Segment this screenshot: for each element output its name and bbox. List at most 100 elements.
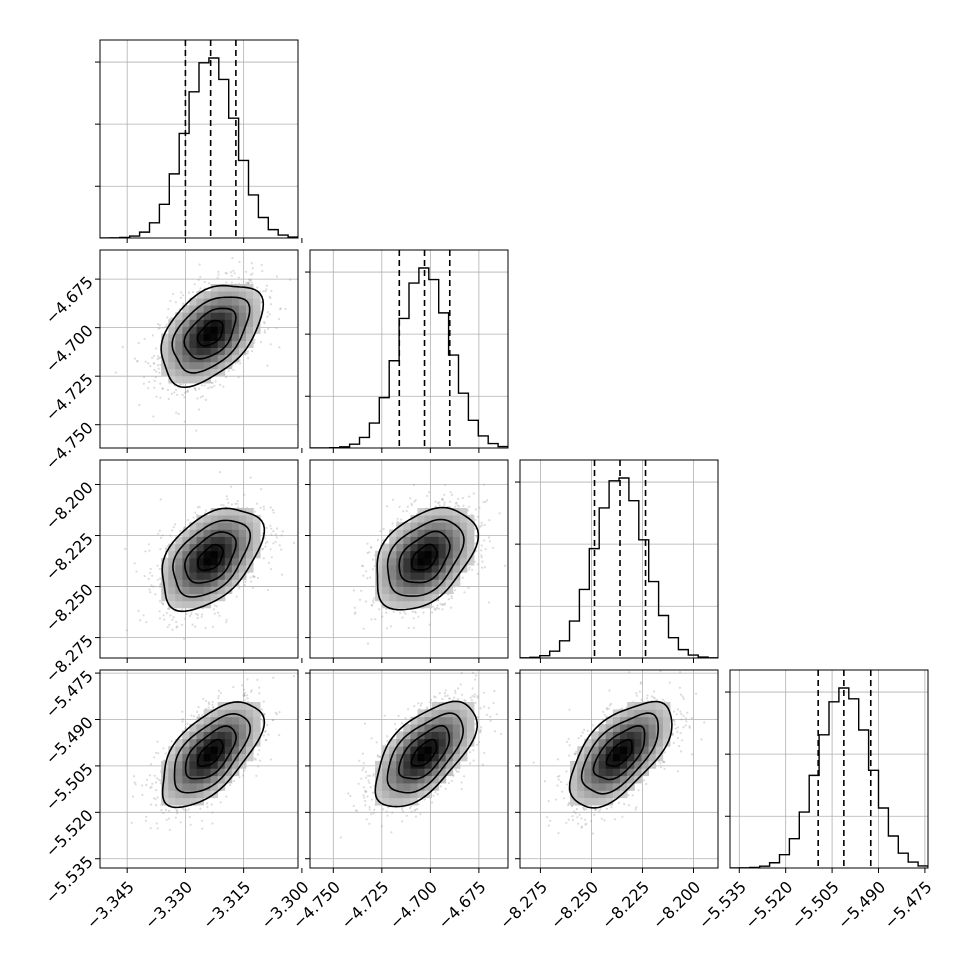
density-cell xyxy=(445,565,454,573)
density-cell xyxy=(424,572,432,580)
sample-point xyxy=(148,549,151,552)
density-cell xyxy=(182,593,190,602)
sample-point xyxy=(204,626,207,630)
sample-point xyxy=(149,567,152,571)
density-cell xyxy=(161,593,169,602)
density-cell xyxy=(410,529,418,537)
density-cell xyxy=(196,319,204,327)
sample-point xyxy=(175,411,178,414)
sample-point xyxy=(447,598,450,601)
density-cell xyxy=(424,536,432,544)
sample-point xyxy=(159,585,162,588)
sample-point xyxy=(370,546,373,549)
sample-point xyxy=(366,642,370,645)
sample-point xyxy=(147,387,150,390)
sample-point xyxy=(370,604,373,607)
sample-point xyxy=(157,357,161,360)
sample-point xyxy=(167,397,170,401)
density-cell xyxy=(182,536,190,544)
sample-point xyxy=(163,618,166,621)
sample-point xyxy=(246,350,249,353)
density-cell xyxy=(238,522,247,530)
sample-point xyxy=(156,323,160,326)
sample-point xyxy=(172,526,175,529)
density-cell xyxy=(210,326,219,334)
density-cell xyxy=(196,543,204,552)
density-cell xyxy=(417,565,425,573)
sample-point xyxy=(169,299,172,303)
sample-point xyxy=(431,605,434,608)
sample-point xyxy=(219,383,222,386)
density-cell xyxy=(203,354,212,363)
sample-point xyxy=(136,359,139,362)
sample-point xyxy=(413,610,416,613)
sample-point xyxy=(154,593,157,596)
sample-point xyxy=(249,476,252,479)
density-cell xyxy=(168,333,176,341)
sample-point xyxy=(186,390,189,393)
density-cell xyxy=(217,333,226,341)
sample-point xyxy=(149,827,152,830)
density-cell xyxy=(410,543,418,552)
sample-point xyxy=(159,583,162,586)
grid xyxy=(310,250,508,448)
sample-point xyxy=(251,272,254,275)
density-cell xyxy=(238,291,247,299)
sample-point xyxy=(196,613,199,617)
sample-point xyxy=(174,523,177,526)
density-cell xyxy=(417,550,425,559)
density-cell xyxy=(168,600,176,609)
density-cell xyxy=(168,368,176,377)
sample-point xyxy=(195,429,198,432)
sample-point xyxy=(165,611,168,615)
sample-point xyxy=(151,574,154,577)
density-cell xyxy=(217,565,226,573)
sample-point xyxy=(381,615,384,618)
sample-point xyxy=(475,536,478,539)
density-cell xyxy=(196,529,204,537)
density-cell xyxy=(175,326,183,334)
density-cell xyxy=(424,515,432,523)
density-cell xyxy=(403,579,411,587)
density-cell xyxy=(161,347,169,356)
sample-point xyxy=(443,501,446,504)
sample-point xyxy=(256,576,259,580)
density-cell xyxy=(459,550,468,559)
sample-point xyxy=(230,281,233,284)
sample-point xyxy=(175,620,178,624)
density-cell xyxy=(224,579,233,587)
density-cell xyxy=(417,600,425,609)
sample-point xyxy=(165,547,168,551)
contour-3 xyxy=(161,507,266,613)
sample-point xyxy=(151,334,154,337)
sample-point xyxy=(175,626,178,629)
density-cell xyxy=(231,340,240,348)
sample-point xyxy=(152,585,155,588)
density-cell xyxy=(224,319,233,327)
sample-point xyxy=(244,699,247,702)
sample-point xyxy=(159,577,162,580)
density-cell xyxy=(246,333,254,341)
sample-point xyxy=(166,388,169,392)
density-cell xyxy=(396,550,404,559)
density-cell xyxy=(410,515,418,523)
sample-point xyxy=(253,338,256,342)
sample-point xyxy=(162,811,165,815)
density-cell xyxy=(238,347,247,356)
density-cell xyxy=(196,586,204,595)
sample-point xyxy=(373,597,376,600)
contour-2 xyxy=(386,518,465,597)
density-cell xyxy=(452,536,461,544)
density-cell xyxy=(182,340,190,348)
density-cell xyxy=(438,572,447,580)
density-cell xyxy=(410,586,418,595)
density-cell xyxy=(189,354,197,363)
sample-point xyxy=(263,322,266,325)
sample-point xyxy=(179,382,182,386)
sample-point xyxy=(358,598,362,601)
density-cell xyxy=(175,340,183,348)
sample-point xyxy=(252,575,255,578)
density-cell xyxy=(210,354,219,363)
sample-point xyxy=(261,548,264,551)
sample-point xyxy=(269,548,272,551)
